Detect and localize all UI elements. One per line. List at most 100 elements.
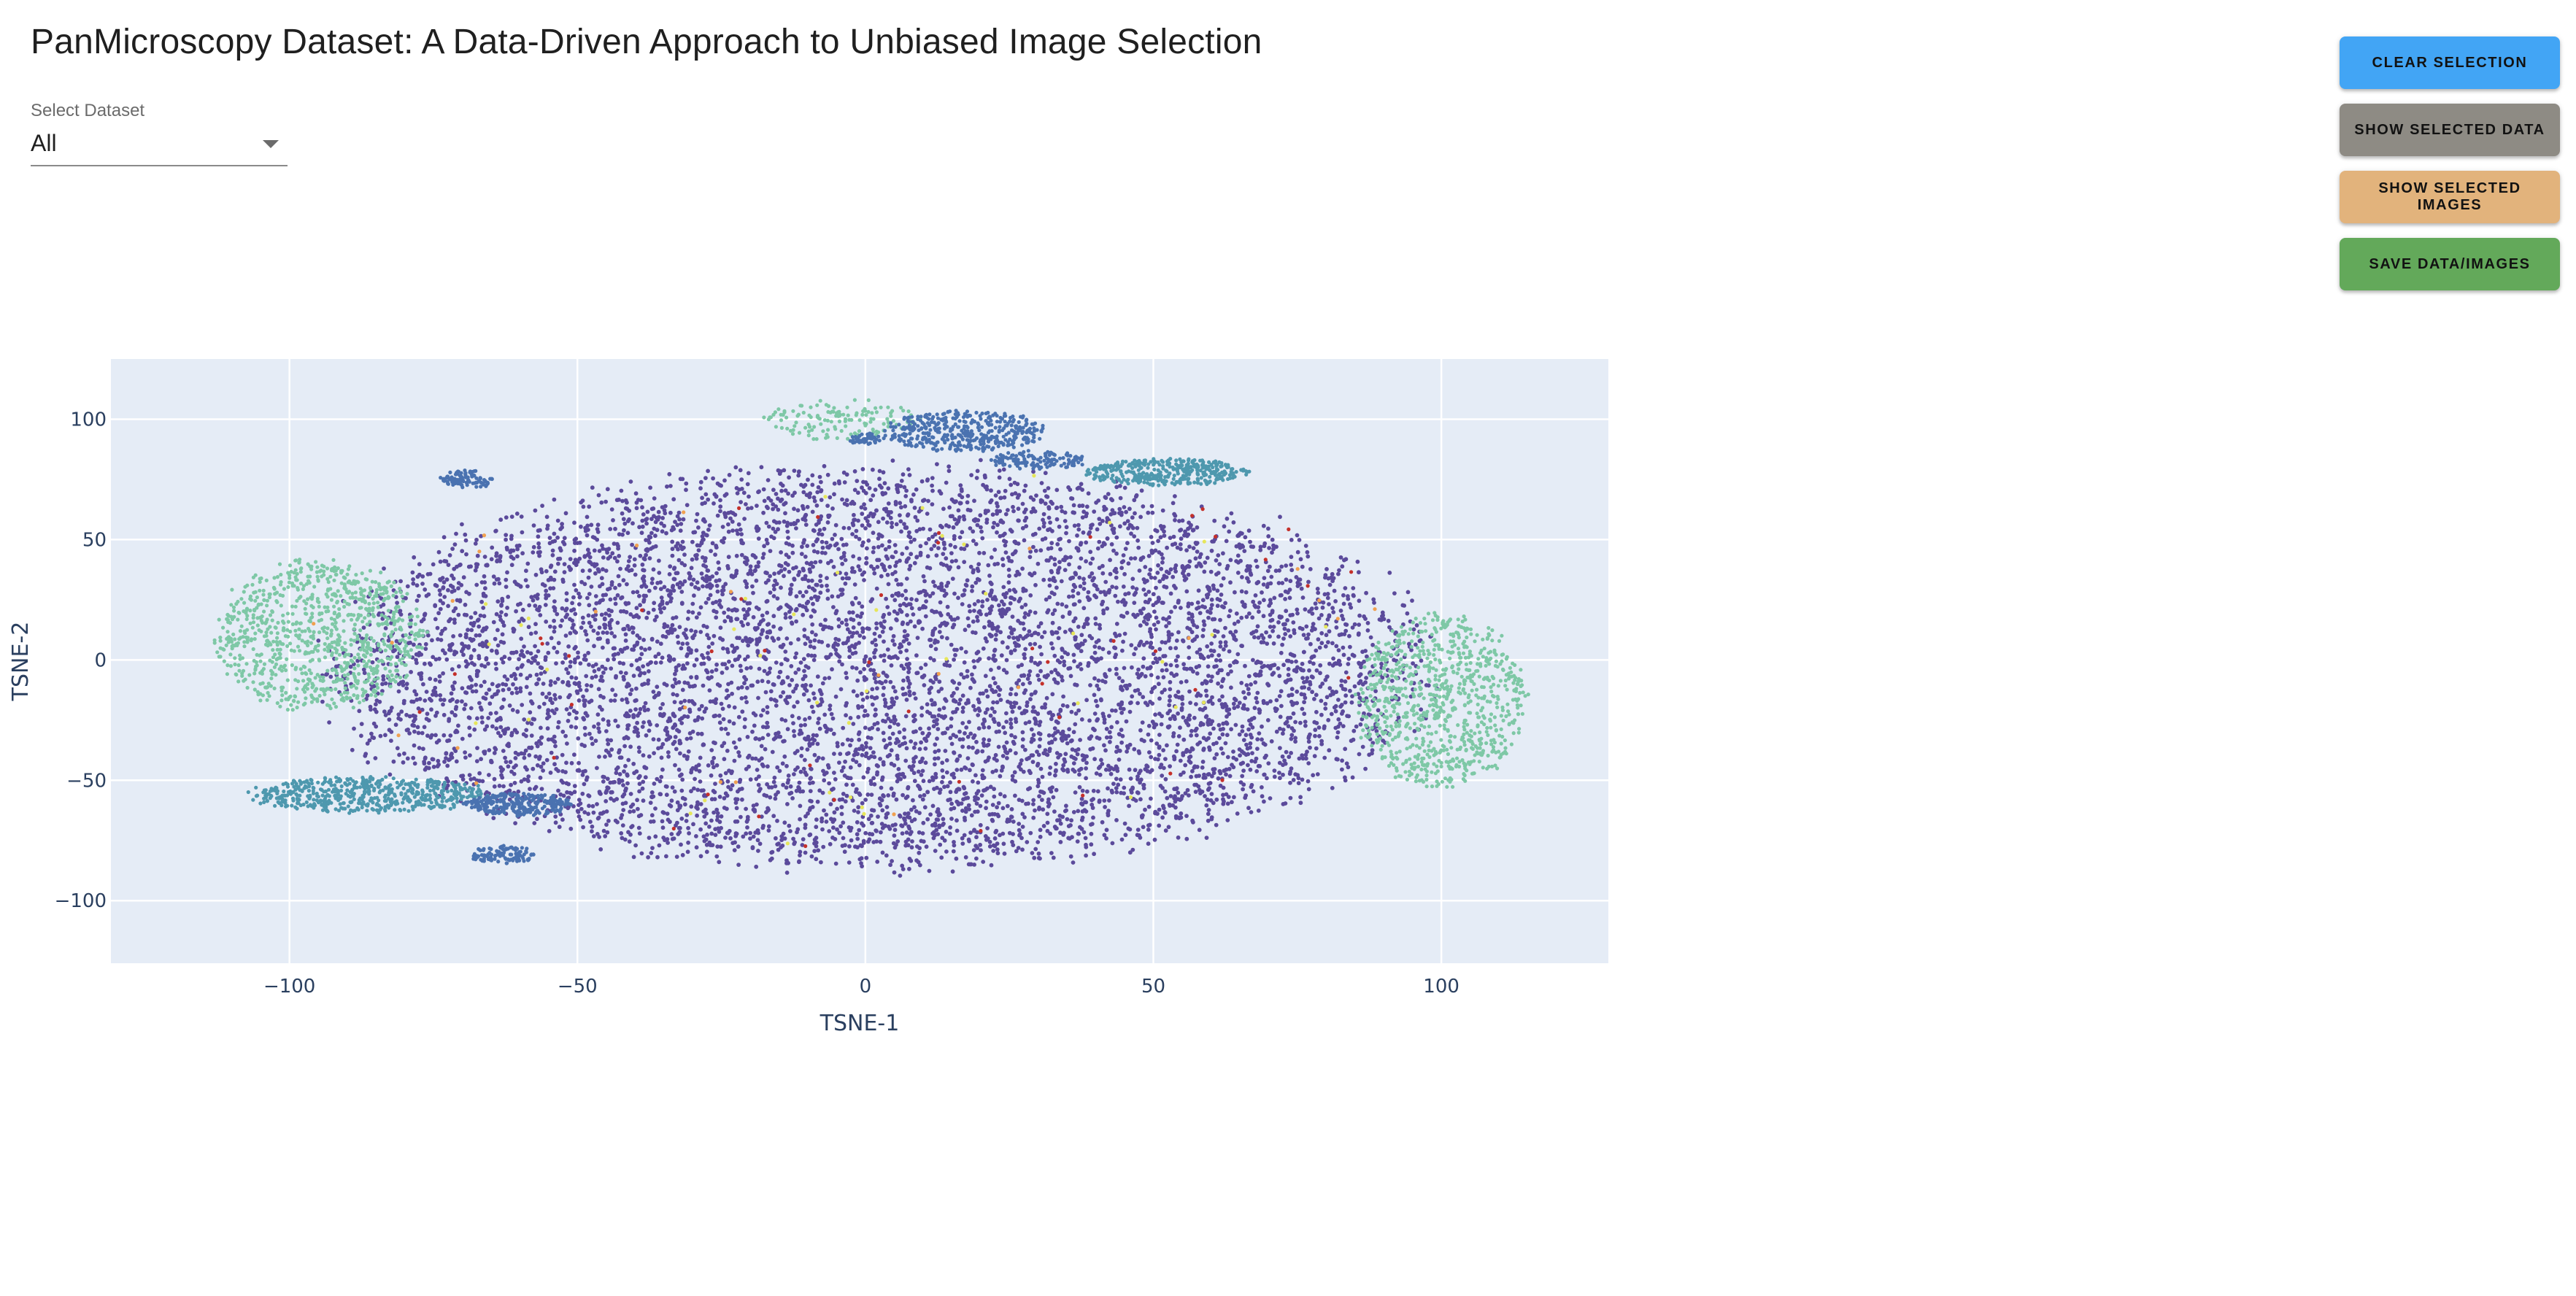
data-point[interactable] [621, 578, 626, 583]
data-point[interactable] [1133, 768, 1138, 773]
data-point[interactable] [687, 571, 692, 576]
data-point[interactable] [1192, 715, 1197, 720]
data-point[interactable] [1157, 579, 1162, 584]
data-point[interactable] [1063, 630, 1068, 634]
data-point[interactable] [766, 828, 771, 833]
data-point[interactable] [1091, 815, 1095, 820]
data-point[interactable] [962, 588, 967, 593]
data-point[interactable] [876, 520, 881, 525]
data-point[interactable] [972, 665, 977, 670]
data-point[interactable] [1149, 535, 1154, 539]
data-point[interactable] [867, 831, 872, 836]
data-point[interactable] [995, 700, 1000, 705]
data-point[interactable] [437, 656, 441, 661]
data-point[interactable] [1076, 809, 1081, 814]
data-point[interactable] [757, 774, 761, 779]
data-point[interactable] [1135, 671, 1140, 676]
data-point[interactable] [650, 576, 655, 582]
data-point[interactable] [790, 493, 795, 498]
data-point[interactable] [984, 806, 988, 811]
data-point[interactable] [1081, 830, 1087, 835]
data-point[interactable] [1281, 763, 1285, 768]
data-point[interactable] [1071, 503, 1076, 508]
data-point[interactable] [981, 741, 986, 746]
data-point[interactable] [965, 674, 970, 679]
data-point[interactable] [771, 502, 776, 506]
data-point[interactable] [553, 744, 558, 749]
data-point[interactable] [1203, 775, 1208, 780]
data-point[interactable] [498, 559, 503, 563]
data-point[interactable] [1167, 615, 1172, 620]
data-point[interactable] [949, 551, 954, 555]
data-point[interactable] [451, 634, 455, 639]
data-point[interactable] [414, 698, 420, 702]
data-point[interactable] [782, 754, 787, 759]
data-point[interactable] [1138, 836, 1143, 840]
data-point[interactable] [815, 674, 820, 679]
data-point[interactable] [841, 554, 847, 559]
data-point[interactable] [619, 816, 623, 820]
data-point[interactable] [1130, 515, 1135, 520]
data-point[interactable] [594, 601, 599, 606]
data-point[interactable] [626, 757, 631, 763]
data-point[interactable] [412, 719, 416, 724]
data-point[interactable] [703, 501, 707, 505]
data-point[interactable] [872, 755, 877, 760]
data-point[interactable] [870, 640, 875, 645]
data-point[interactable] [760, 555, 766, 560]
data-point[interactable] [694, 615, 699, 620]
data-point[interactable] [933, 742, 938, 747]
data-point[interactable] [905, 513, 910, 518]
data-point[interactable] [625, 781, 630, 786]
data-point[interactable] [709, 669, 714, 674]
data-point[interactable] [855, 819, 860, 825]
data-point[interactable] [515, 666, 520, 671]
data-point[interactable] [646, 855, 650, 860]
data-point[interactable] [1106, 650, 1111, 655]
data-point[interactable] [1348, 644, 1352, 649]
data-point[interactable] [860, 801, 865, 806]
data-point[interactable] [774, 660, 779, 665]
data-point[interactable] [1098, 590, 1103, 595]
data-point[interactable] [1141, 642, 1146, 647]
data-point[interactable] [793, 608, 798, 613]
data-point[interactable] [405, 584, 410, 589]
data-point[interactable] [850, 532, 855, 536]
data-point[interactable] [1121, 553, 1126, 558]
data-point[interactable] [663, 634, 668, 639]
data-point[interactable] [1067, 539, 1071, 544]
data-point[interactable] [359, 722, 364, 726]
data-point[interactable] [1314, 668, 1319, 673]
data-point[interactable] [1016, 637, 1021, 642]
data-point[interactable] [629, 825, 633, 830]
data-point[interactable] [1138, 514, 1143, 520]
data-point[interactable] [1246, 528, 1252, 533]
data-point[interactable] [510, 708, 515, 712]
data-point[interactable] [471, 623, 476, 628]
data-point[interactable] [1114, 535, 1119, 540]
data-point[interactable] [1125, 519, 1130, 523]
data-point[interactable] [925, 512, 930, 516]
data-point[interactable] [589, 684, 594, 688]
data-point[interactable] [1272, 768, 1277, 773]
data-point[interactable] [833, 533, 837, 537]
data-point[interactable] [855, 630, 860, 635]
data-point[interactable] [844, 701, 849, 706]
data-point[interactable] [589, 624, 593, 629]
data-point[interactable] [878, 757, 882, 761]
save-data-images-button[interactable]: SAVE DATA/IMAGES [2340, 238, 2560, 290]
data-point[interactable] [933, 749, 938, 755]
data-point[interactable] [1341, 645, 1346, 650]
data-point[interactable] [783, 649, 788, 654]
data-point[interactable] [433, 693, 439, 698]
data-point[interactable] [1190, 747, 1195, 752]
data-point[interactable] [560, 769, 565, 774]
data-point[interactable] [1327, 602, 1331, 606]
data-point[interactable] [1152, 837, 1157, 842]
data-point[interactable] [563, 511, 568, 516]
data-point[interactable] [733, 465, 739, 470]
data-point[interactable] [1076, 646, 1081, 650]
data-point[interactable] [1316, 725, 1322, 730]
data-point[interactable] [1092, 852, 1096, 857]
data-point[interactable] [512, 781, 517, 785]
